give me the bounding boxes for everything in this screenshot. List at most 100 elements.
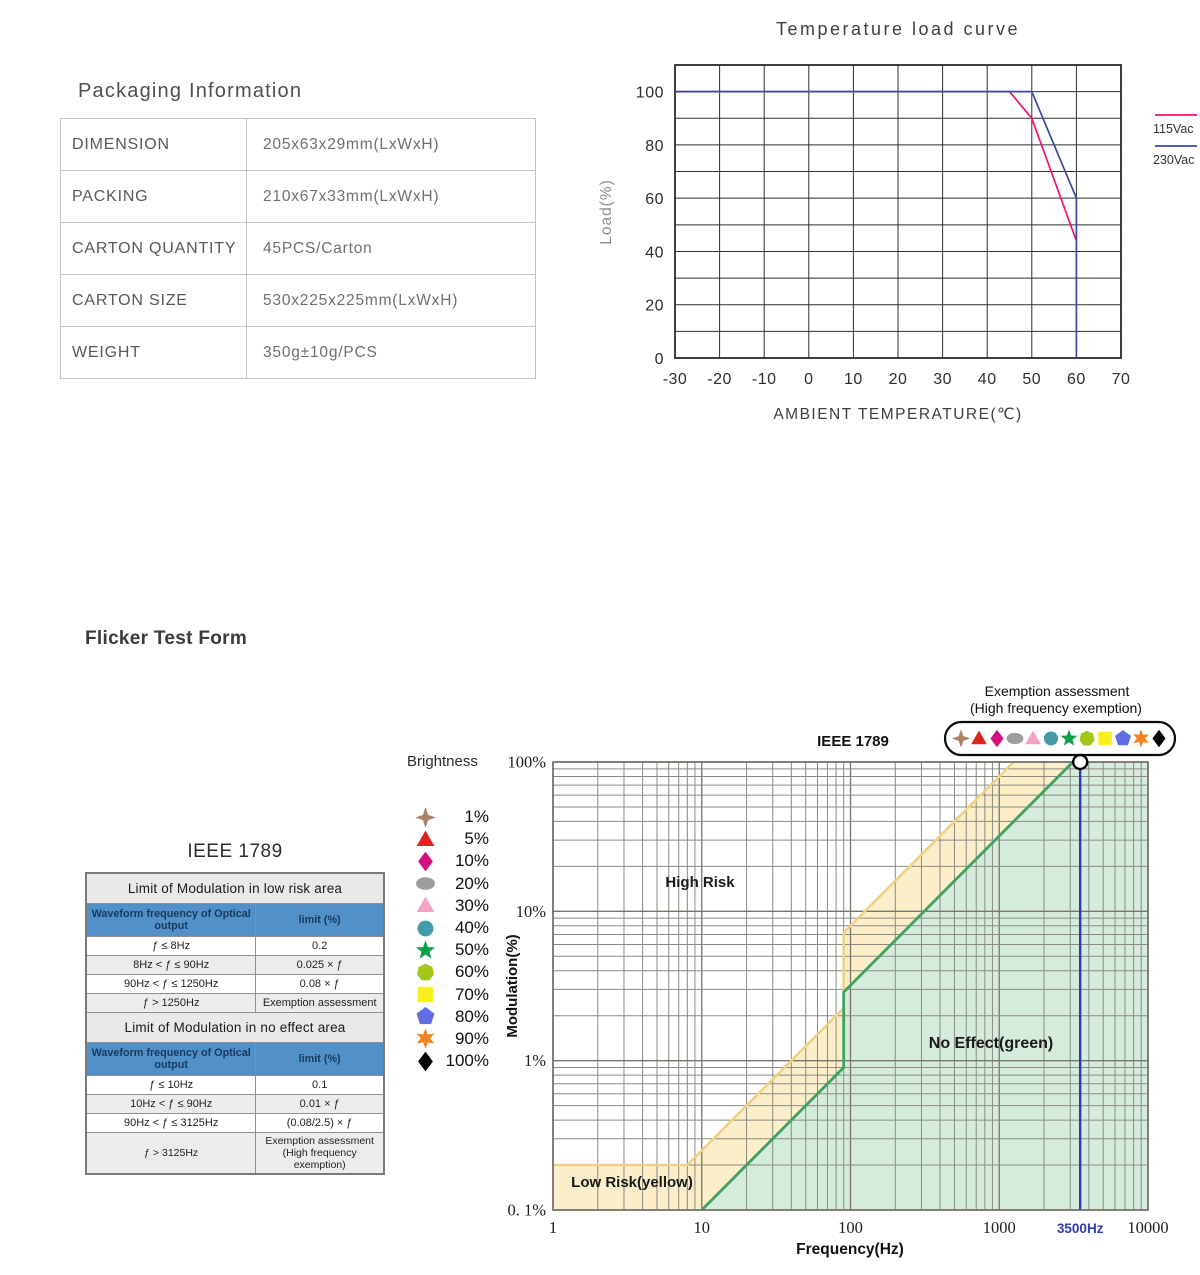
series-line-115Vac	[675, 90, 1078, 242]
x-tick-label: 10	[844, 371, 863, 388]
legend-item-label: 80%	[454, 1006, 489, 1026]
table-row: 90Hz < ƒ ≤ 1250Hz 0.08 × ƒ	[85, 974, 385, 994]
flicker-section-title: Flicker Test Form	[85, 628, 248, 649]
circle-icon	[417, 920, 434, 936]
flicker-y-axis-label: Modulation(%)	[504, 934, 521, 1037]
x-tick-label: 50	[1022, 371, 1041, 388]
star5-icon	[415, 940, 436, 959]
y-tick-label: 10%	[516, 902, 547, 921]
triangle-icon	[416, 896, 435, 913]
star4-icon	[415, 806, 436, 828]
table-row: WEIGHT 350g±10g/PCS	[60, 326, 536, 379]
flicker-x-axis-label: Frequency(Hz)	[796, 1241, 904, 1258]
exemption-icons-pill	[943, 720, 1177, 771]
legend-item-label: 100%	[445, 1051, 489, 1071]
table-cell: 10Hz < ƒ ≤ 90Hz	[85, 1094, 257, 1114]
x-tick-label: 100	[838, 1218, 863, 1237]
square-icon	[417, 986, 434, 1003]
y-tick-label: 1%	[524, 1051, 546, 1070]
legend-item: 20%	[415, 873, 489, 895]
pill-square-icon	[1098, 731, 1112, 746]
pill-star4-icon	[951, 729, 971, 748]
legend-item: 30%	[415, 895, 489, 917]
pkg-row-value: 210x67x33mm(LxWxH)	[246, 170, 536, 223]
table-cell: ƒ > 3125Hz	[85, 1132, 257, 1175]
table-cell: Limit of Modulation in low risk area	[85, 872, 385, 904]
low-risk-label: Low Risk(yellow)	[571, 1174, 693, 1191]
exemption-note-line1: Exemption assessment	[985, 683, 1130, 699]
ieee-1789-flicker-chart: 100% 10% 1% 0. 1%1 10 100 1000 3500Hz 10000 IEEE…	[504, 683, 1177, 1258]
y-tick-label: 0	[655, 351, 664, 368]
table-row: ƒ ≤ 8Hz 0.2	[85, 936, 385, 956]
x-tick-label: 40	[978, 371, 997, 388]
flicker-plot-area: 100% 10% 1% 0. 1%1 10 100 1000 3500Hz 10000	[508, 753, 1169, 1238]
x-tick-label: 1000	[983, 1218, 1016, 1237]
legend-item-label: 10%	[454, 851, 489, 871]
x-tick-label: 60	[1067, 371, 1086, 388]
legend-item-label: 30%	[454, 895, 489, 915]
x-tick-label: 0	[804, 371, 813, 388]
exemption-marker-circle	[1071, 753, 1089, 771]
column-header-row: Waveform frequency of Optical output limi…	[85, 903, 385, 937]
pkg-row-label: CARTON SIZE	[60, 274, 247, 327]
exemption-note-line2: (High frequency exemption)	[970, 700, 1142, 716]
legend-item: 10%	[415, 850, 489, 872]
triangle-icon	[416, 830, 435, 846]
table-cell: 8Hz < ƒ ≤ 90Hz	[85, 955, 257, 975]
table-row: CARTON SIZE 530x225x225mm(LxWxH)	[60, 274, 536, 327]
flicker-chart-title: IEEE 1789	[817, 733, 889, 750]
pill-ellipse-icon	[1006, 732, 1024, 745]
temperature-load-curve-chart: Temperature load curve -30 -20 -10 0 10 20 30 4…	[598, 19, 1197, 423]
triangle-icon	[416, 896, 435, 913]
legend-item-label: 90%	[454, 1028, 489, 1048]
x-tick-label: 70	[1112, 371, 1131, 388]
table-cell: Waveform frequency of Optical output	[85, 1042, 257, 1076]
pkg-row-label: PACKING	[60, 170, 247, 223]
y-tick-label: 80	[645, 138, 664, 155]
pill-triangle-icon	[1025, 730, 1041, 745]
no-effect-label: No Effect(green)	[929, 1035, 1053, 1052]
table-cell: ƒ > 1250Hz	[85, 993, 257, 1013]
legend-item: 5%	[415, 828, 489, 850]
table-cell: 0.2	[255, 936, 385, 956]
table-row: PACKING 210x67x33mm(LxWxH)	[60, 170, 536, 223]
temp-chart-legend: 115Vac 230Vac	[1153, 114, 1197, 167]
x-tick-label: -30	[663, 371, 688, 388]
marker-tick-label: 3500Hz	[1057, 1221, 1104, 1236]
star6-icon	[416, 1028, 435, 1050]
legend-item-label: 50%	[454, 940, 489, 960]
pill-heptagon-icon	[1079, 730, 1095, 746]
pentagon-icon	[416, 1007, 435, 1025]
diamond-icon	[418, 851, 433, 872]
pkg-row-label: DIMENSION	[60, 118, 247, 171]
series-line-230Vac	[675, 90, 1078, 358]
triangle-icon	[416, 830, 435, 846]
brightness-legend-title: Brightness	[407, 753, 478, 770]
pill-diamond-icon	[1152, 729, 1166, 748]
circle-icon	[417, 920, 434, 936]
diamond-icon	[418, 851, 433, 872]
diamond-icon	[418, 1051, 433, 1072]
pkg-row-value: 45PCS/Carton	[246, 222, 536, 275]
section-header-row: Limit of Modulation in no effect area	[85, 1012, 385, 1043]
table-cell: limit (%)	[255, 903, 385, 937]
pill-triangle-icon	[971, 730, 987, 745]
ieee-1789-limits-table: Limit of Modulation in low risk area Wave…	[85, 872, 385, 1175]
ellipse-icon	[416, 877, 435, 890]
y-tick-label: 60	[645, 191, 664, 208]
temp-chart-title: Temperature load curve	[776, 19, 1020, 39]
legend-item-label: 40%	[454, 918, 489, 938]
table-row: DIMENSION 205x63x29mm(LxWxH)	[60, 118, 536, 171]
plot-border	[674, 64, 1122, 359]
legend-item: 80%	[415, 1006, 489, 1028]
high-risk-label: High Risk	[665, 874, 735, 891]
table-cell: 0.1	[255, 1075, 385, 1095]
star4-icon	[415, 806, 436, 828]
heptagon-icon	[416, 963, 435, 981]
pkg-row-value: 350g±10g/PCS	[246, 326, 536, 379]
column-header-row: Waveform frequency of Optical output limi…	[85, 1042, 385, 1076]
x-tick-label: 10000	[1127, 1218, 1168, 1237]
packaging-section-title: Packaging Information	[78, 80, 303, 102]
legend-item: 100%	[415, 1050, 489, 1072]
